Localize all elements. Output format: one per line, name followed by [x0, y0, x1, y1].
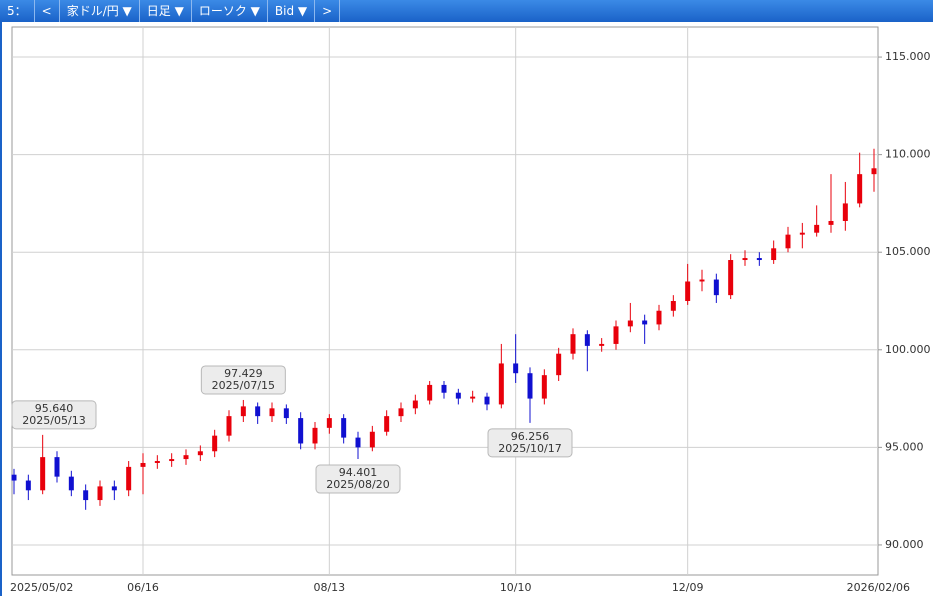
annotation-box	[11, 400, 97, 430]
candle-body	[842, 203, 848, 221]
candle-body	[513, 363, 519, 374]
candle-body	[613, 326, 619, 344]
y-tick-label: 95.000	[885, 440, 924, 453]
candle-body	[197, 451, 203, 456]
candle-body	[341, 418, 347, 438]
candle-body	[799, 232, 805, 235]
candle-body	[785, 234, 791, 249]
y-tick-label: 100.000	[885, 343, 931, 356]
annotation-value: 96.256	[511, 430, 550, 443]
y-tick-label: 105.000	[885, 245, 931, 258]
x-tick-label: 12/09	[672, 581, 704, 594]
candle-body	[828, 220, 834, 225]
candle-body	[25, 480, 31, 491]
candle-body	[455, 392, 461, 399]
candle-body	[556, 353, 562, 376]
candle-body	[384, 416, 390, 432]
candle-body	[814, 224, 820, 233]
candle-body	[871, 168, 877, 175]
candle-body	[713, 279, 719, 296]
candle-body	[369, 431, 375, 448]
candle-body	[498, 363, 504, 405]
candle-body	[857, 174, 863, 204]
y-tick-label: 115.000	[885, 50, 931, 63]
candle-body	[541, 375, 547, 399]
candle-body	[642, 320, 648, 325]
candle-body	[312, 427, 318, 444]
annotation-date: 2025/07/15	[212, 379, 275, 392]
candle-body	[11, 474, 17, 481]
candle-body	[728, 260, 734, 296]
candle-body	[40, 457, 46, 491]
candle-body	[283, 408, 289, 419]
candle-body	[412, 400, 418, 409]
candle-body	[771, 248, 777, 261]
candle-body	[255, 406, 261, 417]
candle-body	[427, 384, 433, 401]
toolbar-item[interactable]: >	[315, 0, 341, 22]
candle-body	[269, 408, 275, 417]
candle-body	[183, 455, 189, 460]
x-tick-label: 08/13	[313, 581, 345, 594]
candle-body	[398, 408, 404, 417]
candle-body	[240, 406, 246, 417]
candle-body	[527, 373, 533, 399]
candle-body	[599, 343, 605, 346]
annotation-value: 97.429	[224, 367, 263, 380]
candle-body	[83, 490, 89, 501]
candle-body	[656, 310, 662, 325]
candle-body	[484, 396, 490, 405]
x-tick-label: 2025/05/02	[10, 581, 73, 594]
toolbar: 5： < 家ドル/円 ▼ 日足 ▼ ローソク ▼ Bid ▼ >	[0, 0, 933, 22]
toolbar-item: 5：	[0, 0, 35, 22]
candle-body	[298, 418, 304, 444]
toolbar-item[interactable]: Bid ▼	[268, 0, 316, 22]
annotation-box	[487, 428, 573, 458]
candle-body	[226, 416, 232, 436]
candle-body	[326, 418, 332, 428]
candle-body	[154, 461, 160, 463]
candle-body	[670, 301, 676, 311]
candle-body	[111, 486, 117, 491]
toolbar-item[interactable]: ローソク ▼	[192, 0, 268, 22]
candle-body	[584, 334, 590, 346]
annotation-date: 2025/08/20	[326, 478, 389, 491]
candle-body	[140, 462, 146, 467]
candle-body	[742, 258, 748, 261]
candle-body	[68, 476, 74, 491]
x-tick-label: 06/16	[127, 581, 159, 594]
candle-body	[441, 384, 447, 393]
frame-edge	[0, 22, 2, 596]
candle-body	[169, 459, 175, 462]
plot-frame	[11, 26, 879, 576]
y-tick-label: 110.000	[885, 148, 931, 161]
x-tick-label: 10/10	[500, 581, 532, 594]
annotation-box	[200, 365, 286, 395]
toolbar-item[interactable]: 家ドル/円 ▼	[60, 0, 140, 22]
candle-body	[470, 396, 476, 399]
y-tick-label: 90.000	[885, 538, 924, 551]
candle-body	[97, 486, 103, 501]
annotation-date: 2025/05/13	[22, 414, 85, 427]
candle-body	[355, 437, 361, 448]
annotation-date: 2025/10/17	[498, 442, 561, 455]
annotation-box	[315, 464, 401, 494]
x-tick-label: 2026/02/06	[847, 581, 910, 594]
candle-body	[756, 258, 762, 261]
toolbar-item[interactable]: 日足 ▼	[140, 0, 192, 22]
candle-body	[627, 320, 633, 327]
candle-body	[212, 435, 218, 452]
annotation-value: 95.640	[35, 402, 74, 415]
candle-body	[699, 279, 705, 282]
annotation-value: 94.401	[339, 466, 378, 479]
candle-body	[685, 281, 691, 301]
candle-body	[126, 466, 132, 491]
candle-body	[54, 457, 60, 477]
candle-body	[570, 334, 576, 354]
toolbar-item[interactable]: <	[35, 0, 60, 22]
